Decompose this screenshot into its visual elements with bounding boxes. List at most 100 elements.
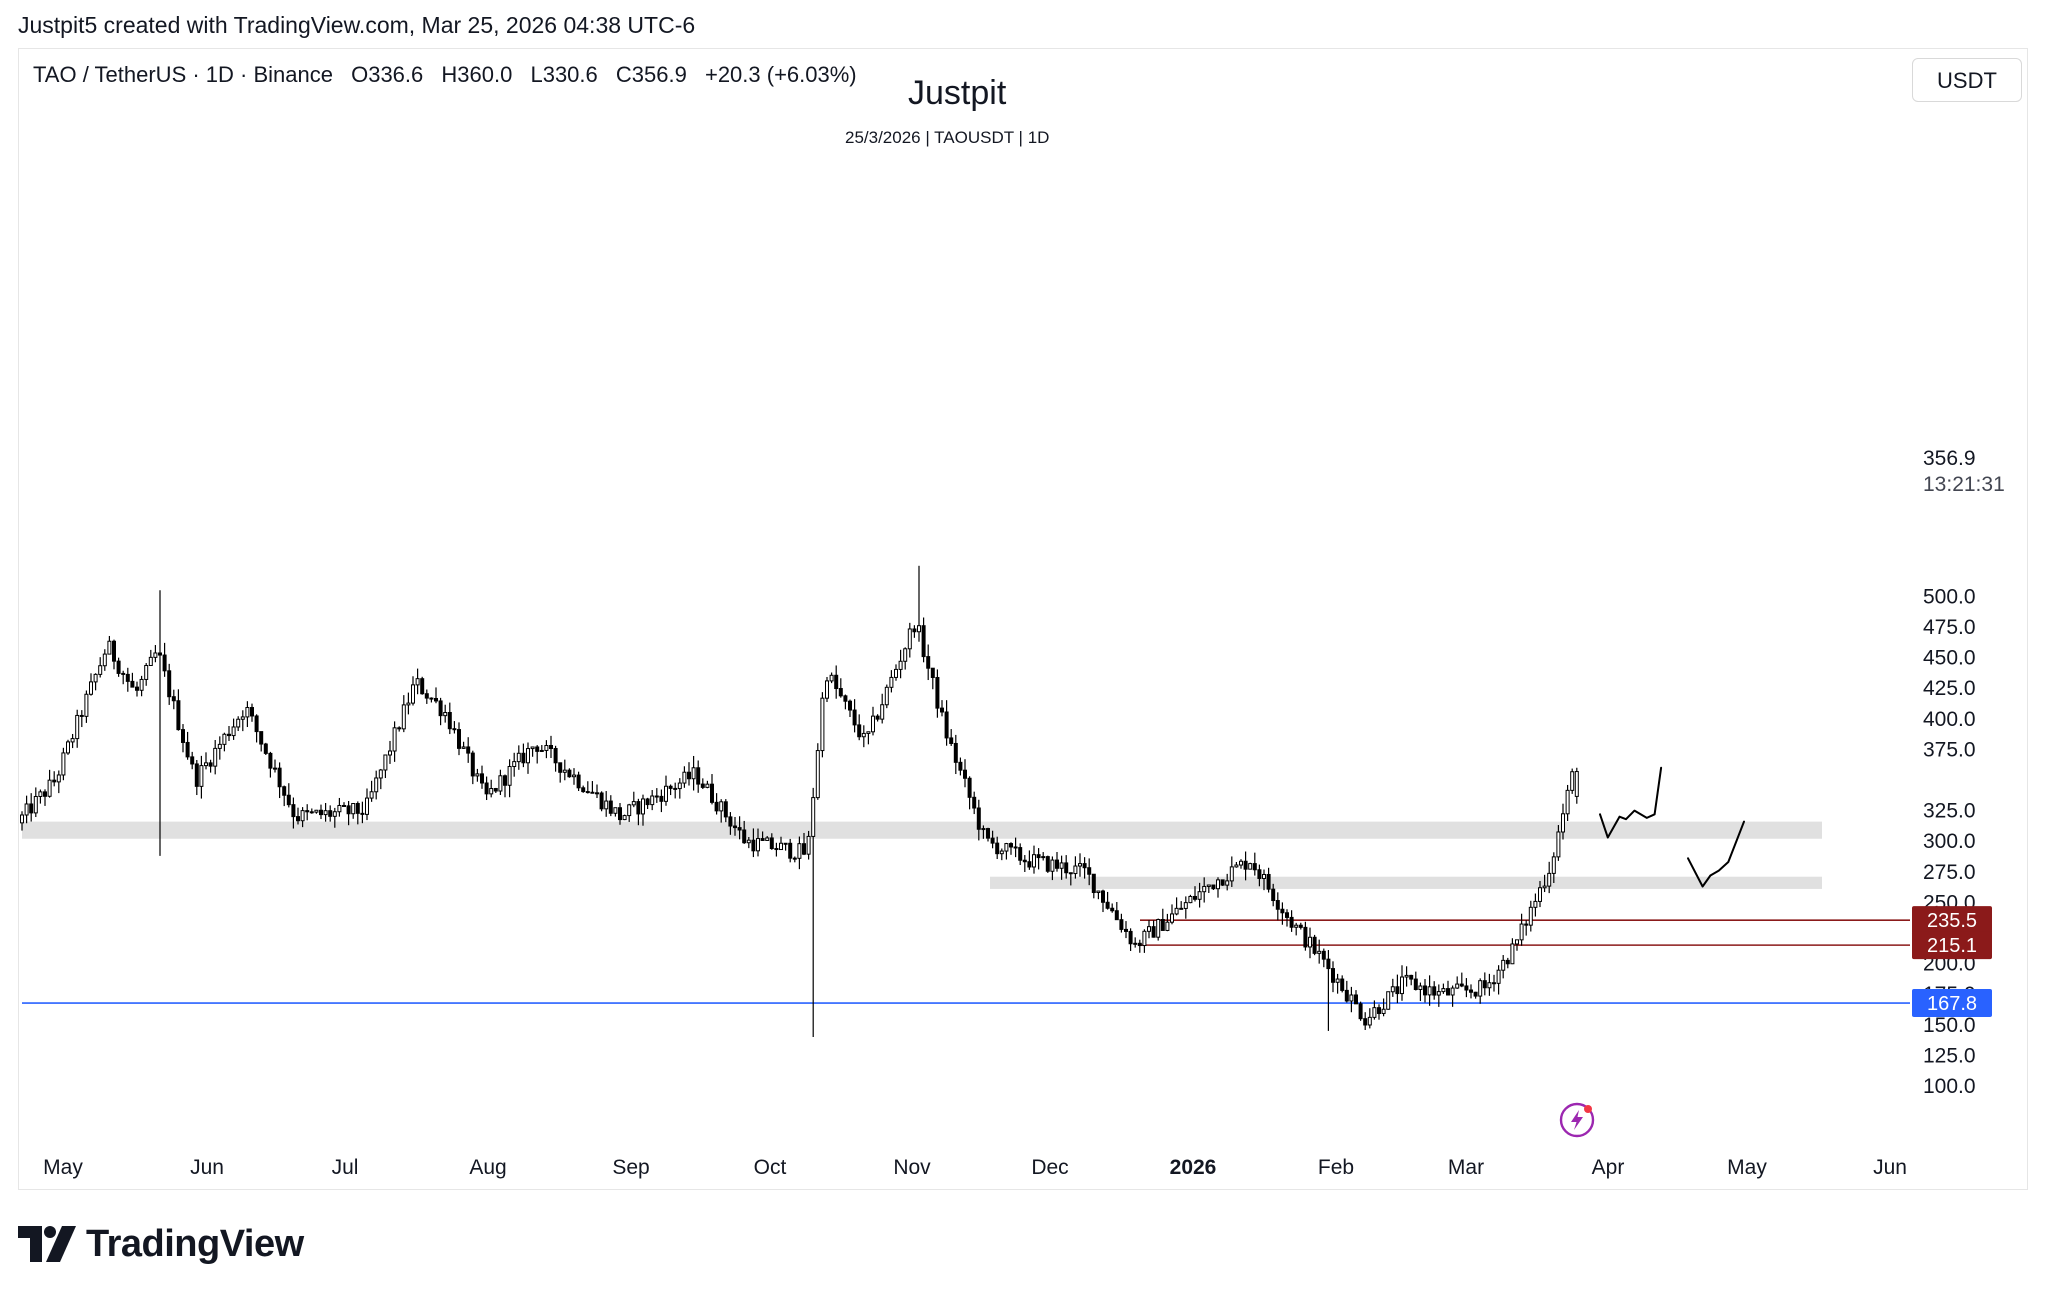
projection-down[interactable] (1687, 820, 1745, 888)
candle (861, 725, 866, 748)
candle (199, 755, 204, 799)
lightning-bolt-icon[interactable] (1558, 1101, 1596, 1139)
candle (475, 768, 480, 782)
price-axis[interactable]: 100.0125.0150.0175.0200.0225.0250.0275.0… (1923, 585, 1976, 1098)
candle (728, 812, 733, 835)
candle (723, 799, 728, 823)
symbol-name[interactable]: TAO / TetherUS · 1D · Binance (33, 62, 333, 87)
candle (585, 781, 590, 794)
candle (654, 788, 659, 803)
tradingview-logo[interactable]: TradingView (18, 1222, 304, 1266)
candle (806, 830, 811, 860)
candle (949, 729, 954, 746)
candle (1496, 965, 1501, 995)
candle (1326, 950, 1331, 1031)
x-tick-label: Feb (1318, 1156, 1354, 1179)
candle (1515, 939, 1519, 951)
candle (1450, 985, 1455, 1007)
tradingview-logo-icon (18, 1226, 76, 1262)
candle (240, 710, 245, 732)
candle (1105, 891, 1110, 910)
candle (659, 789, 664, 813)
candle (834, 665, 839, 699)
candle (930, 667, 935, 690)
candle (360, 801, 365, 824)
price-label-215.1: 215.1 (1927, 935, 1977, 957)
candle (268, 751, 273, 778)
candle (875, 714, 880, 722)
watermark-subtitle: 25/3/2026 | TAOUSDT | 1D (845, 128, 1050, 147)
candle (549, 735, 553, 759)
y-tick-label: 400.0 (1923, 708, 1976, 731)
candle (1032, 845, 1036, 874)
candle (102, 649, 107, 671)
candle (1519, 913, 1524, 946)
candle (1441, 983, 1446, 994)
candle (581, 785, 586, 793)
candle (38, 789, 43, 804)
candle (1298, 922, 1303, 930)
candle (480, 765, 484, 789)
candle (1004, 842, 1009, 860)
candle (231, 718, 236, 740)
candle (990, 830, 995, 849)
candle (544, 740, 549, 759)
candle (282, 785, 287, 807)
time-axis[interactable]: May Jun Jul Aug Sep Oct Nov Dec 2026 Feb Mar Apr May… (43, 1156, 1907, 1179)
candle (204, 752, 208, 770)
candle (1464, 978, 1469, 998)
candle (889, 670, 894, 693)
candle (1482, 972, 1487, 996)
candle (1538, 880, 1542, 908)
x-tick-label: Nov (893, 1156, 931, 1179)
candle (24, 795, 29, 824)
candle (1285, 909, 1289, 927)
candle (1533, 893, 1538, 917)
candle (1018, 843, 1023, 865)
candle (1087, 858, 1092, 886)
candle (912, 625, 917, 638)
candle (1110, 903, 1115, 913)
candle (498, 769, 503, 795)
candle (1547, 861, 1552, 894)
projection-up[interactable] (1599, 766, 1663, 839)
candle (765, 836, 770, 841)
candle (1459, 972, 1464, 988)
candle (1064, 855, 1069, 879)
x-tick-label: Apr (1592, 1156, 1625, 1179)
candle (1556, 825, 1561, 861)
candle (972, 791, 977, 815)
x-tick-label: Mar (1448, 1156, 1484, 1179)
candle (1234, 861, 1239, 868)
candle (1377, 1004, 1381, 1020)
candle (958, 757, 963, 776)
candle (392, 721, 397, 762)
candle (567, 768, 572, 778)
candle (1027, 850, 1032, 870)
currency-button[interactable]: USDT (1912, 58, 2022, 102)
candle (139, 675, 144, 697)
candle (1275, 892, 1280, 921)
candle (700, 778, 705, 790)
candle (595, 784, 599, 799)
candle (572, 768, 576, 785)
candle (89, 673, 93, 696)
x-tick-label: Sep (612, 1156, 649, 1179)
candle (1073, 856, 1078, 879)
price-label-bg-215.1 (1912, 931, 1992, 960)
candle (1386, 991, 1391, 1010)
candle (967, 776, 972, 810)
x-tick-label: May (43, 1156, 83, 1179)
candle (1009, 842, 1013, 855)
candle (710, 774, 714, 805)
tradingview-logo-text: TradingView (86, 1222, 304, 1265)
y-tick-label: 425.0 (1923, 677, 1976, 700)
candle (61, 747, 66, 781)
candle (1124, 921, 1128, 939)
candle (797, 836, 802, 870)
candle (443, 704, 448, 723)
candle (1280, 902, 1285, 925)
candle (935, 669, 940, 718)
candle (894, 664, 898, 681)
